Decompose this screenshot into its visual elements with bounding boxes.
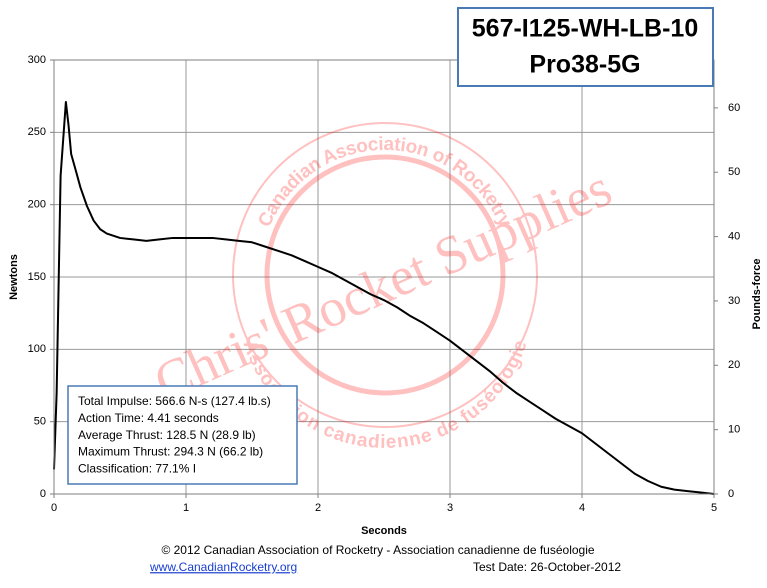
x-tick-label: 5	[711, 502, 717, 514]
y2-tick-label: 10	[728, 424, 740, 436]
x-axis-label: Seconds	[361, 525, 407, 537]
y-axis-label: Newtons	[8, 254, 20, 300]
y2-tick-label: 40	[728, 230, 740, 242]
title-box	[457, 7, 714, 87]
footer-link[interactable]: www.CanadianRocketry.org	[149, 560, 297, 574]
x-tick-label: 1	[183, 502, 189, 514]
chart-title: 567-I125-WH-LB-10	[472, 15, 698, 43]
y-tick-label: 150	[28, 271, 46, 283]
x-tick-label: 2	[315, 502, 321, 514]
y2-tick-label: 60	[728, 102, 740, 114]
stat-line: Classification: 77.1% I	[78, 461, 196, 475]
stat-line: Total Impulse: 566.6 N-s (127.4 lb.s)	[78, 394, 271, 408]
x-tick-label: 0	[51, 502, 57, 514]
footer-test-date: Test Date: 26-October-2012	[473, 560, 621, 574]
y-tick-label: 50	[34, 416, 46, 428]
y2-axis-label: Pounds-force	[751, 259, 763, 330]
footer-copyright: © 2012 Canadian Association of Rocketry …	[161, 543, 594, 557]
x-tick-label: 4	[579, 502, 585, 514]
watermark-ring	[264, 154, 506, 396]
x-tick-label: 3	[447, 502, 453, 514]
y2-tick-label: 20	[728, 359, 740, 371]
stat-line: Maximum Thrust: 294.3 N (66.2 lb)	[78, 445, 263, 459]
plot-frame	[53, 59, 715, 495]
plot	[53, 100, 715, 495]
y2-tick-label: 30	[728, 295, 740, 307]
stats: Total Impulse: 566.6 N-s (127.4 lb.s) Act…	[78, 394, 271, 475]
y-tick-label: 200	[28, 199, 46, 211]
y-tick-label: 250	[28, 126, 46, 138]
thrust-curve	[53, 100, 715, 495]
watermark-ring	[232, 122, 538, 428]
y-tick-label: 100	[28, 343, 46, 355]
y2-tick-label: 50	[728, 166, 740, 178]
stat-line: Action Time: 4.41 seconds	[78, 411, 219, 425]
y2-tick-label: 0	[728, 488, 734, 500]
y-tick-label: 300	[28, 54, 46, 66]
y-tick-label: 0	[40, 488, 46, 500]
chart-subtitle: Pro38-5G	[529, 51, 640, 79]
stat-line: Average Thrust: 128.5 N (28.9 lb)	[78, 428, 256, 442]
stats-box	[67, 385, 298, 485]
